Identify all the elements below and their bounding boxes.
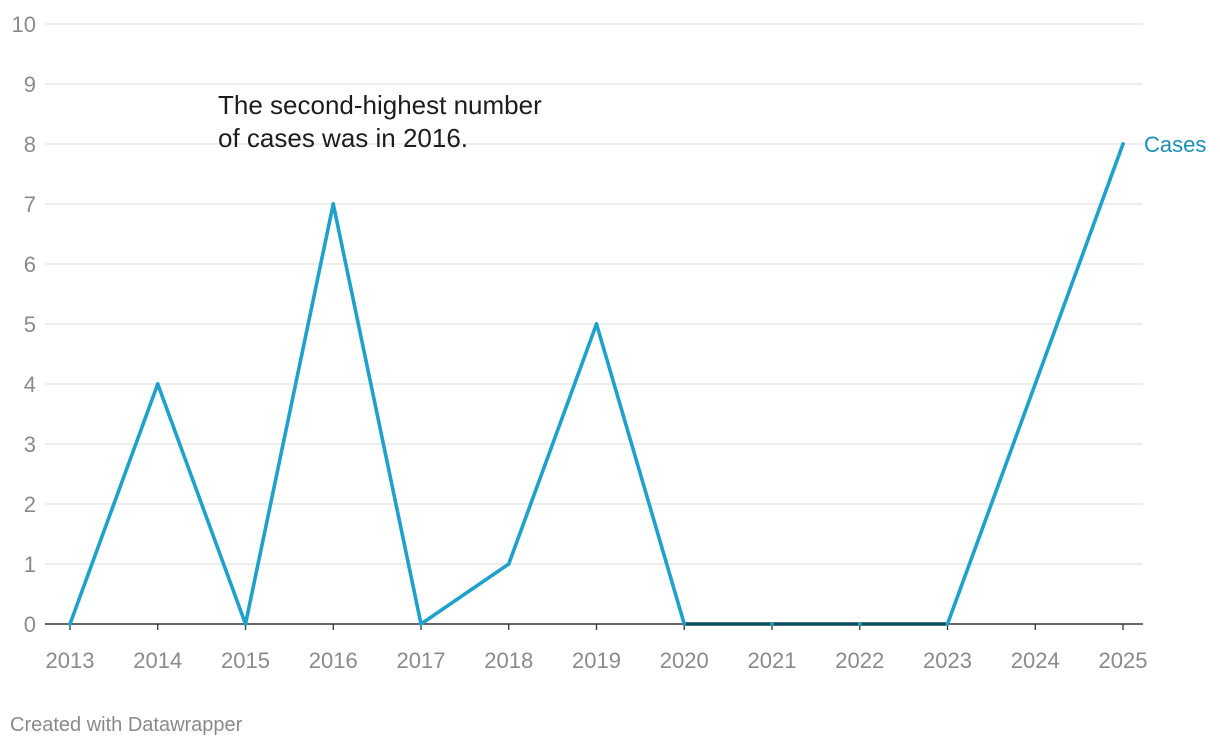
cases-segment-2015-2016: [243, 202, 336, 626]
y-tick-label-0: 0: [24, 612, 36, 637]
cases-point-2013: [68, 622, 72, 626]
x-tick-label-2025: 2025: [1099, 648, 1148, 673]
x-tick-label-2014: 2014: [133, 648, 182, 673]
x-tick-label-2016: 2016: [309, 648, 358, 673]
y-axis-tick-labels: 0 1 2 3 4 5 6 7 8 9 10: [12, 12, 36, 637]
cases-point-2024: [1033, 382, 1038, 386]
series-cases: [68, 142, 1125, 626]
annotation-line-1: The second-highest number: [218, 90, 542, 120]
x-tick-label-2020: 2020: [660, 648, 709, 673]
cases-point-2025: [1121, 142, 1125, 146]
x-tick-label-2013: 2013: [46, 648, 95, 673]
y-tick-label-3: 3: [24, 432, 36, 457]
cases-point-2017: [419, 622, 423, 626]
cases-point-2018: [506, 562, 511, 566]
x-tick-label-2022: 2022: [835, 648, 884, 673]
y-tick-label-6: 6: [24, 252, 36, 277]
x-tick-label-2023: 2023: [923, 648, 972, 673]
cases-series-label: Cases: [1144, 132, 1206, 157]
y-tick-label-7: 7: [24, 192, 36, 217]
cases-segment-2017-2018: [419, 562, 511, 626]
cases-segment-2024-2025: [1033, 142, 1125, 386]
y-tick-label-5: 5: [24, 312, 36, 337]
cases-segment-2023-2024: [945, 382, 1038, 626]
cases-point-2016: [331, 202, 336, 206]
annotation-line-2: of cases was in 2016.: [218, 123, 469, 153]
cases-point-2020: [682, 622, 687, 626]
cases-segment-2018-2019: [506, 322, 599, 566]
y-tick-label-1: 1: [24, 552, 36, 577]
x-tick-label-2024: 2024: [1011, 648, 1060, 673]
y-tick-label-2: 2: [24, 492, 36, 517]
series-labels: Cases: [1144, 132, 1206, 157]
x-axis: [45, 623, 1143, 630]
cases-point-2021: [770, 622, 774, 626]
y-tick-label-8: 8: [24, 132, 36, 157]
cases-segment-2013-2014: [68, 382, 160, 626]
x-tick-label-2018: 2018: [484, 648, 533, 673]
cases-segment-2019-2020: [594, 322, 687, 626]
cases-segment-2014-2015: [155, 382, 248, 626]
cases-point-2023: [945, 622, 950, 626]
x-tick-label-2019: 2019: [572, 648, 621, 673]
cases-point-2014: [155, 382, 160, 386]
datawrapper-credit[interactable]: Created with Datawrapper: [10, 714, 243, 736]
x-tick-label-2015: 2015: [221, 648, 270, 673]
gridlines: [45, 23, 1143, 565]
x-tick-label-2017: 2017: [397, 648, 446, 673]
x-axis-tick-labels: 2013 2014 2015 2016 2017 2018 2019 2020 2021 2022…: [46, 648, 1148, 673]
x-tick-label-2021: 2021: [748, 648, 797, 673]
y-tick-label-4: 4: [24, 372, 36, 397]
chart-annotation: The second-highest number of cases was in…: [218, 89, 598, 155]
y-tick-label-9: 9: [24, 72, 36, 97]
y-tick-label-10: 10: [12, 12, 36, 37]
cases-segment-2016-2017: [331, 202, 423, 626]
cases-point-2019: [594, 322, 599, 326]
cases-point-2022: [857, 622, 862, 626]
cases-point-2015: [243, 622, 248, 626]
